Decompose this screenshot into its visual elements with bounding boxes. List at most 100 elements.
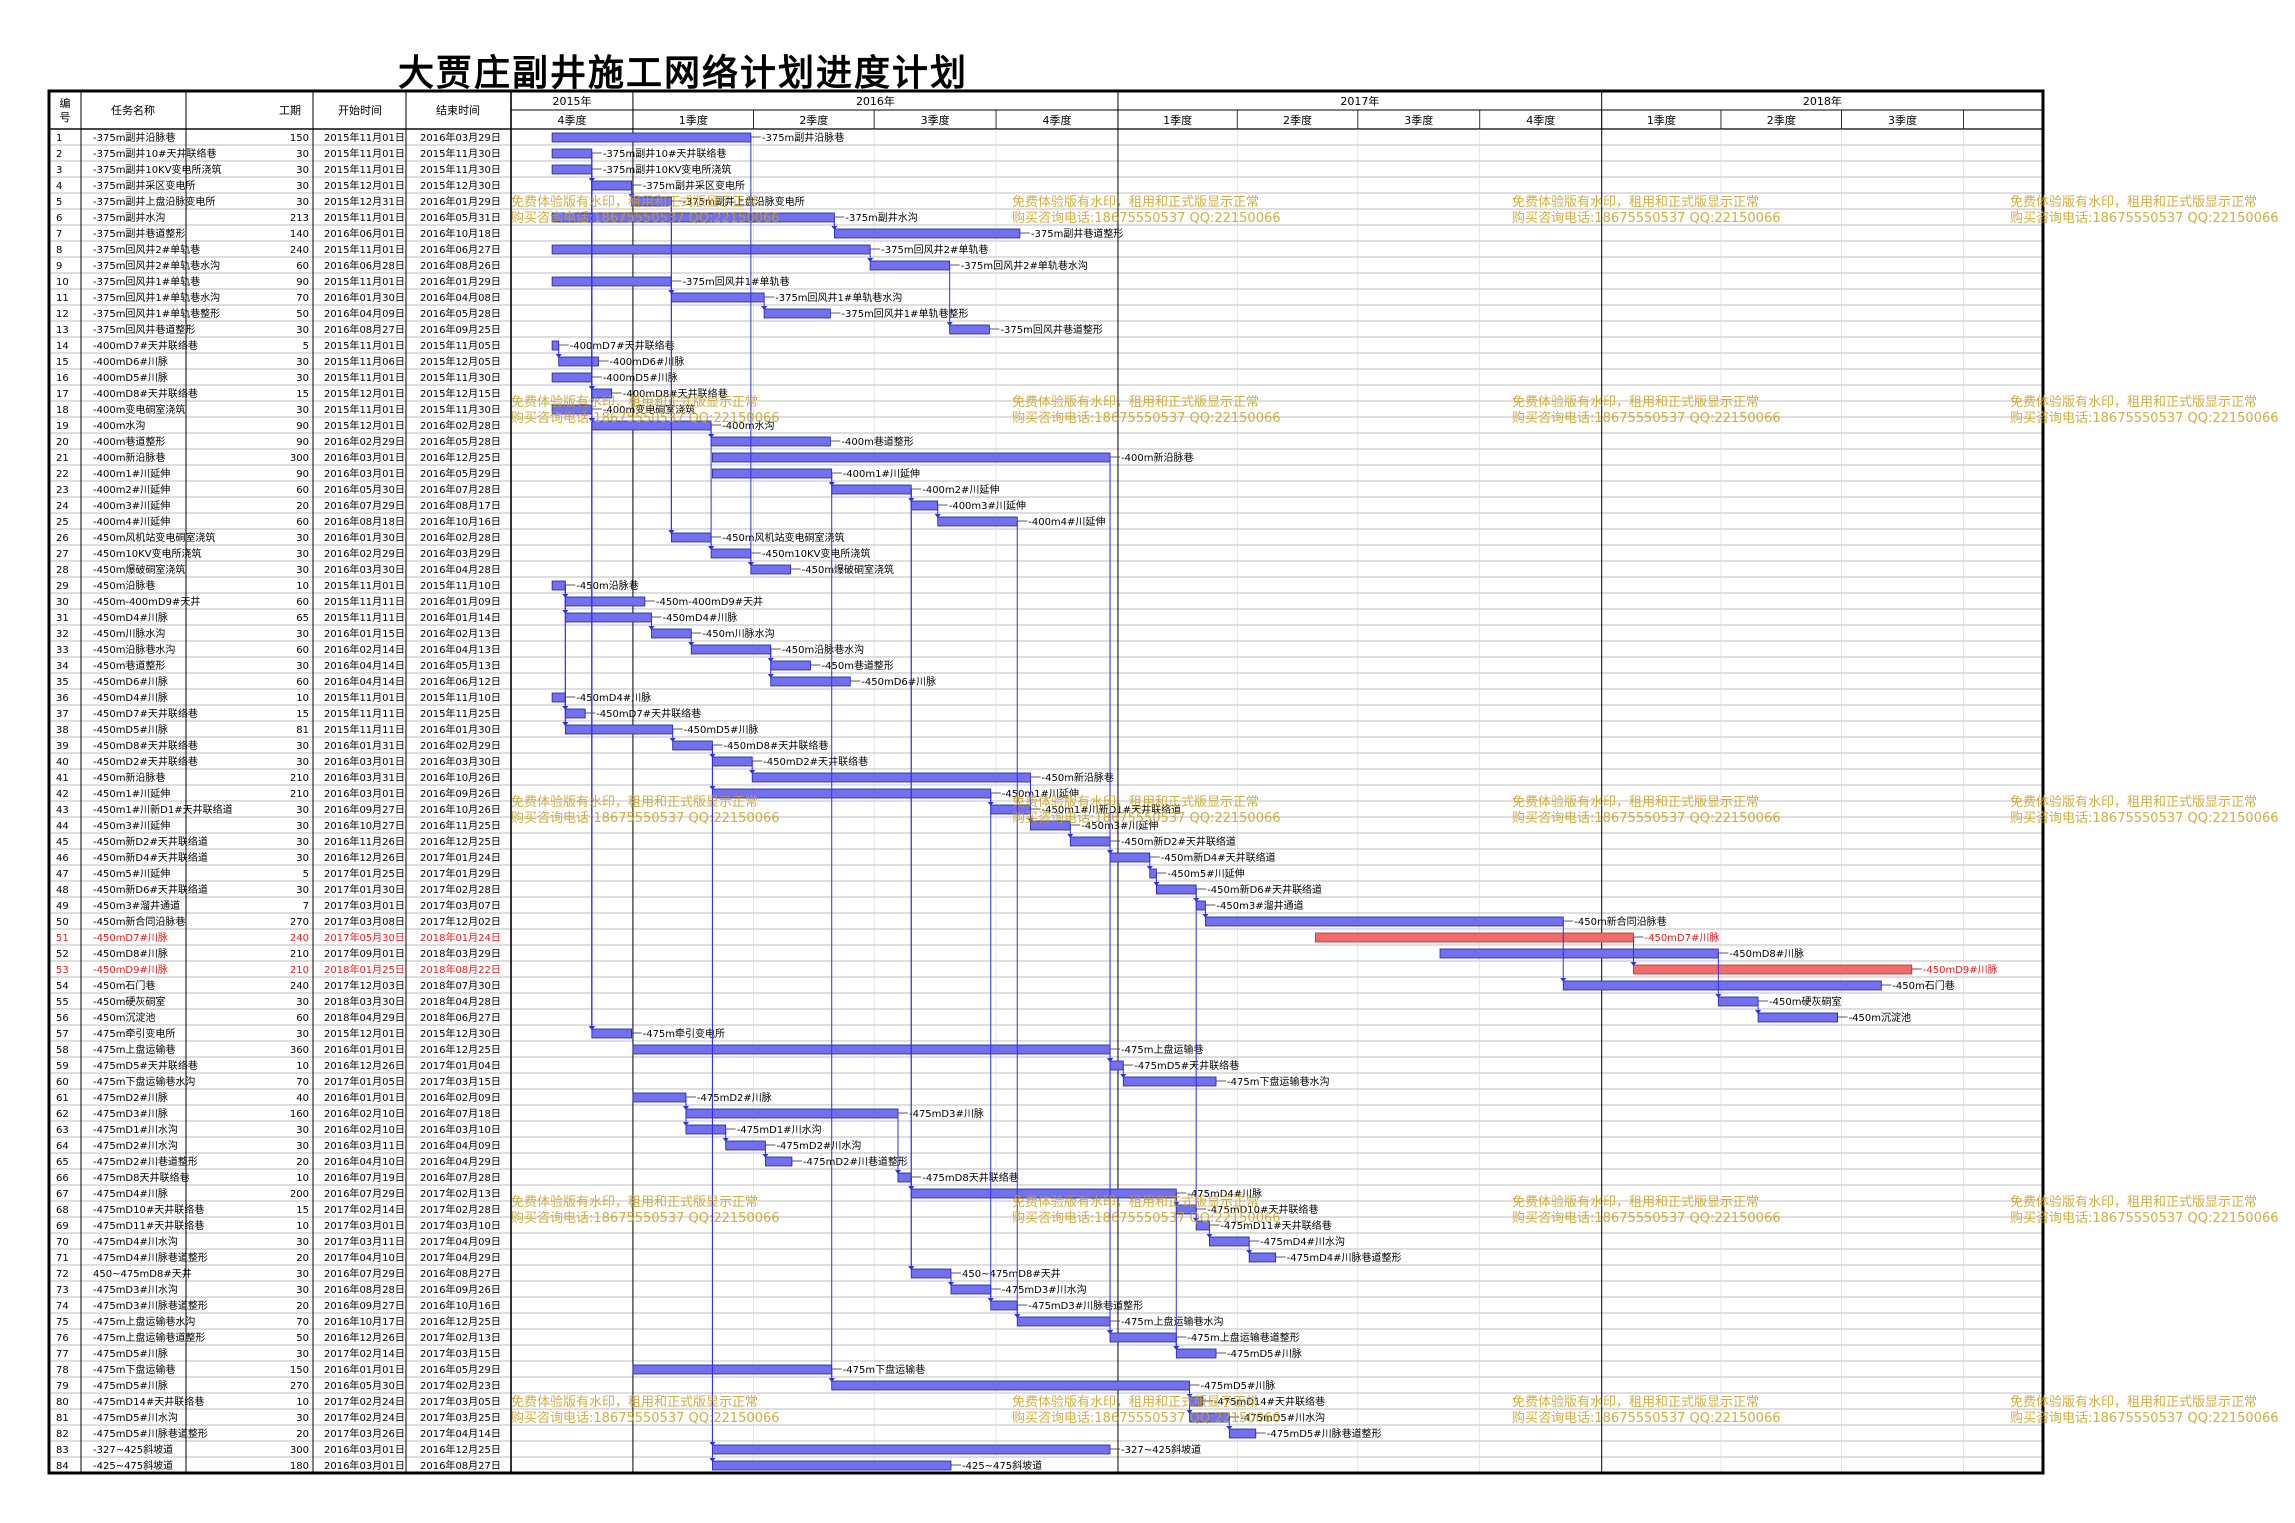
task-end: 2016年07月18日: [420, 1107, 501, 1120]
task-id: 59: [56, 1061, 69, 1072]
task-duration: 150: [290, 1365, 309, 1376]
gantt-bar: [710, 548, 752, 559]
task-name: -450mD7#天井联络巷: [93, 707, 198, 720]
task-id: 81: [56, 1413, 69, 1424]
task-name: -450mD5#川脉: [93, 723, 168, 736]
task-start: 2016年01月01日: [324, 1363, 405, 1376]
task-start: 2015年11月01日: [324, 339, 405, 352]
task-start: 2016年12月26日: [324, 1059, 405, 1072]
watermark-contact: 购买咨询电话:18675550537 QQ:22150066: [511, 1410, 780, 1426]
bar-label: -375m副井巷道整形: [1031, 227, 1123, 240]
task-end: 2016年06月27日: [420, 243, 501, 256]
task-start: 2016年09月27日: [324, 1299, 405, 1312]
task-start: 2015年12月01日: [324, 1027, 405, 1040]
task-name: -450m沿脉巷水沟: [93, 643, 175, 656]
task-name: -475m上盘运输巷道整形: [93, 1331, 205, 1344]
task-name: -450mD9#川脉: [93, 963, 168, 976]
bar-label: 450~475mD8#天井: [962, 1267, 1061, 1280]
task-name: -375m回风井1#单轨巷整形: [93, 307, 220, 320]
task-duration: 30: [296, 165, 309, 176]
task-name: -475mD2#川巷道整形: [93, 1155, 198, 1168]
task-duration: 30: [296, 357, 309, 368]
watermark-contact: 购买咨询电话:18675550537 QQ:22150066: [511, 1210, 780, 1226]
task-id: 66: [56, 1173, 69, 1184]
task-end: 2018年06月27日: [420, 1011, 501, 1024]
gantt-bar: [1228, 1428, 1257, 1439]
task-start: 2017年03月11日: [324, 1235, 405, 1248]
watermark-text: 免费体验版有水印，租用和正式版显示正常: [1512, 394, 1759, 410]
dependency-arrow: [1173, 1346, 1180, 1350]
task-start: 2018年03月30日: [324, 995, 405, 1008]
task-duration: 30: [296, 741, 309, 752]
task-start: 2017年03月01日: [324, 1219, 405, 1232]
task-name: -375m副井水沟: [93, 211, 165, 224]
gantt-bar: [685, 1108, 899, 1119]
task-id: 25: [56, 517, 69, 528]
task-start: 2015年11月01日: [324, 579, 405, 592]
task-id: 46: [56, 853, 69, 864]
task-start: 2015年11月01日: [324, 243, 405, 256]
gantt-bar: [1069, 836, 1111, 847]
task-start: 2016年04月09日: [324, 307, 405, 320]
dependency-arrow: [947, 1282, 954, 1286]
quarter-label: 3季度: [1404, 113, 1433, 127]
task-name: -475m牵引变电所: [93, 1027, 175, 1040]
bar-label: -375m副井水沟: [845, 211, 917, 224]
watermark-contact: 购买咨询电话:18675550537 QQ:22150066: [2010, 1410, 2279, 1426]
task-start: 2016年09月27日: [324, 803, 405, 816]
bar-label: -400m3#川延伸: [949, 500, 1026, 512]
bar-label: -375m回风井1#单轨巷: [682, 275, 789, 288]
task-end: 2017年01月29日: [420, 867, 501, 880]
task-id: 9: [56, 261, 62, 272]
task-start: 2015年12月01日: [324, 387, 405, 400]
bar-label: -450m新沿脉巷: [1042, 771, 1114, 784]
task-name: -475mD4#川脉: [93, 1187, 168, 1200]
gantt-bar: [558, 356, 599, 367]
task-id: 33: [56, 645, 69, 656]
task-id: 31: [56, 613, 69, 624]
bar-label: -450m巷道整形: [822, 659, 894, 672]
gantt-bar: [670, 292, 765, 303]
task-end: 2015年11月30日: [420, 403, 501, 416]
task-name: -475m下盘运输巷水沟: [93, 1075, 195, 1088]
task-name: -375m副井巷道整形: [93, 227, 185, 240]
task-end: 2017年01月24日: [420, 851, 501, 864]
task-start: 2015年11月11日: [324, 707, 405, 720]
bar-label: -450m沉淀池: [1849, 1011, 1911, 1024]
task-name: -475m上盘运输巷水沟: [93, 1315, 195, 1328]
task-start: 2016年04月14日: [324, 675, 405, 688]
task-duration: 30: [296, 885, 309, 896]
dependency-arrow: [831, 226, 838, 230]
task-end: 2018年01月24日: [420, 931, 501, 944]
task-name: -475mD2#川脉: [93, 1091, 168, 1104]
task-name: -450m新D6#天井联络道: [93, 883, 208, 896]
task-name: -375m回风井巷道整形: [93, 323, 195, 336]
task-id: 39: [56, 741, 69, 752]
gantt-bar: [831, 484, 912, 495]
dependency-arrow: [747, 562, 754, 566]
task-id: 3: [56, 165, 62, 176]
gantt-bar: [1209, 1236, 1250, 1247]
bar-label: -475mD5#天井联络巷: [1134, 1059, 1239, 1072]
dependency-arrow: [1630, 962, 1637, 966]
year-label: 2017年: [1340, 94, 1379, 108]
task-start: 2018年01月25日: [324, 963, 405, 976]
bar-label: -450mD5#川脉: [684, 723, 759, 736]
task-duration: 210: [290, 949, 309, 960]
task-duration: 213: [290, 213, 309, 224]
task-duration: 10: [296, 1221, 309, 1232]
dependency-arrow: [1153, 882, 1160, 886]
task-start: 2016年07月29日: [324, 1267, 405, 1280]
task-end: 2016年01月14日: [420, 611, 501, 624]
bar-label: -475mD2#川水沟: [776, 1139, 861, 1152]
bar-label: -450m沿脉巷: [576, 579, 638, 592]
task-name: -375m副井10KV变电所浇筑: [93, 163, 222, 176]
task-duration: 30: [296, 1237, 309, 1248]
gantt-bar: [551, 340, 560, 351]
dependency-arrow: [828, 1378, 835, 1382]
gantt-bar: [833, 228, 1021, 239]
dependency-arrow: [1107, 1330, 1114, 1334]
task-end: 2015年12月30日: [420, 1027, 501, 1040]
task-duration: 5: [303, 869, 309, 880]
task-start: 2016年07月29日: [324, 1187, 405, 1200]
